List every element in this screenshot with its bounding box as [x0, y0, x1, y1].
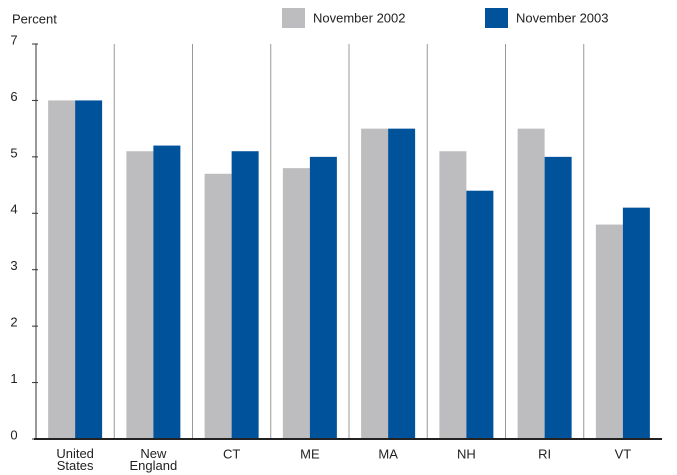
y-tick-label: 7 [10, 32, 17, 47]
bar [544, 156, 572, 439]
x-tick-label: ME [300, 446, 320, 461]
y-tick-label: 3 [10, 258, 17, 273]
x-tick-label: MA [378, 446, 398, 461]
bar [517, 128, 545, 439]
x-tick-label: RI [538, 446, 551, 461]
x-tick-label: CT [223, 446, 240, 461]
x-tick-label: VT [615, 446, 632, 461]
x-tick-label: New England [130, 446, 178, 473]
legend-swatch [282, 8, 305, 28]
x-tick-label: NH [457, 446, 476, 461]
bar [595, 224, 623, 439]
y-tick-label: 5 [10, 145, 17, 160]
bar [466, 190, 494, 439]
x-tick-label: United States [56, 446, 94, 473]
bar [126, 151, 154, 439]
bar [309, 156, 337, 439]
y-tick-label: 6 [10, 89, 17, 104]
bar [75, 100, 103, 439]
bar [361, 128, 389, 439]
legend-label: November 2002 [313, 10, 406, 25]
bar [204, 173, 232, 440]
bar [439, 151, 467, 439]
y-axis-label: Percent [12, 11, 57, 26]
bar [153, 145, 181, 440]
bar [48, 100, 76, 439]
bar [282, 168, 310, 439]
legend-swatch [485, 8, 508, 28]
bar [622, 207, 650, 439]
bar [231, 151, 259, 439]
bar [388, 128, 416, 439]
legend-label: November 2003 [516, 10, 609, 25]
y-tick-label: 1 [10, 371, 17, 386]
y-tick-label: 2 [10, 315, 17, 330]
y-tick-label: 4 [10, 202, 17, 217]
y-tick-label: 0 [10, 427, 17, 442]
